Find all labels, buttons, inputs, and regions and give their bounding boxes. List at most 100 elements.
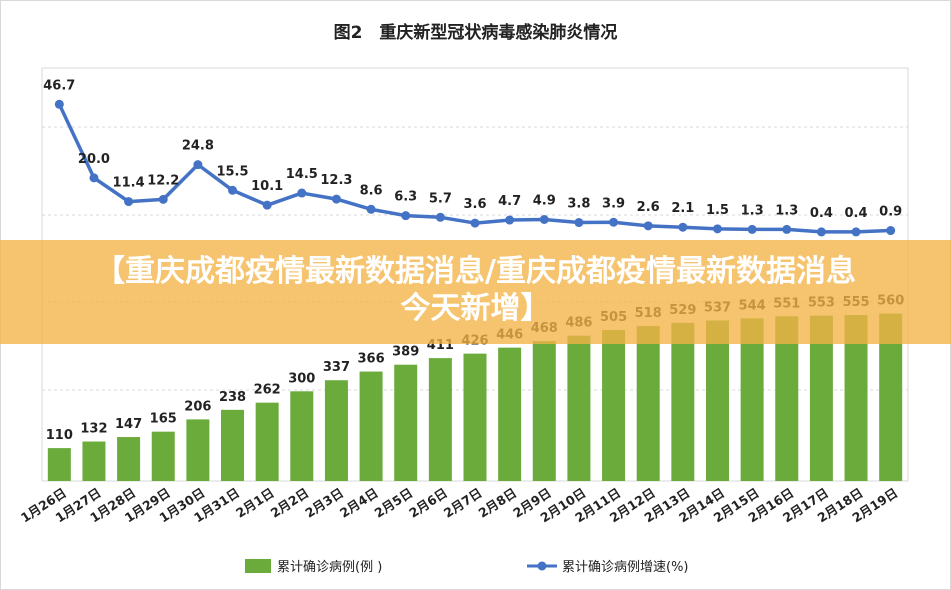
bar [117, 437, 141, 481]
bar [255, 402, 279, 481]
bar [82, 441, 106, 481]
line-point [505, 215, 515, 225]
line-label: 6.3 [394, 190, 417, 205]
overlay-banner: 【重庆成都疫情最新数据消息/重庆成都疫情最新数据消息 今天新增】 [0, 240, 951, 344]
bar [602, 330, 626, 481]
bar [879, 313, 903, 481]
bar [671, 322, 695, 481]
bar [151, 431, 175, 481]
growth-line [57, 103, 891, 234]
bar [740, 318, 764, 481]
line-point [401, 211, 411, 221]
bar-label: 132 [80, 422, 107, 437]
line-label: 1.3 [741, 203, 764, 218]
line-point [747, 224, 757, 234]
bar [809, 315, 833, 481]
line-point [539, 214, 549, 224]
line-point [782, 224, 792, 234]
bar [532, 341, 556, 481]
line-label: 14.5 [286, 167, 318, 182]
line-label: 1.5 [706, 203, 729, 218]
line-label: 0.4 [810, 206, 833, 221]
line-point [609, 217, 619, 227]
line-point [228, 185, 238, 195]
line-point [574, 218, 584, 228]
x-tick-label: 2月4日 [337, 485, 381, 521]
x-tick-label: 2月6日 [406, 485, 450, 521]
line-point [331, 194, 341, 204]
legend-bar-label: 累计确诊病例(例 ) [277, 560, 382, 575]
bar [636, 326, 660, 481]
line-label: 2.1 [671, 201, 694, 216]
line-label: 8.6 [360, 183, 383, 198]
line-point [851, 227, 861, 237]
bar [844, 315, 868, 481]
x-tick-label: 2月1日 [233, 485, 277, 521]
line-point [158, 194, 168, 204]
line-label: 12.3 [320, 173, 352, 188]
chart-title: 图2 重庆新型冠状病毒感染肺炎情况 [334, 22, 618, 43]
x-tick-label: 2月3日 [302, 485, 346, 521]
line-point [54, 99, 64, 109]
x-tick-label: 2月8日 [476, 485, 520, 521]
line-point [816, 227, 826, 237]
line-label: 3.6 [463, 197, 486, 212]
legend-line-label: 累计确诊病例增速(%) [562, 560, 689, 575]
legend-line-marker [537, 561, 547, 571]
bar-label: 337 [323, 360, 350, 375]
bar-label: 238 [219, 390, 246, 405]
x-tick-label: 2月7日 [441, 485, 485, 521]
line-label: 0.9 [879, 205, 902, 220]
bar [775, 316, 799, 481]
line-label: 3.8 [567, 197, 590, 212]
bar [394, 364, 418, 481]
line-point [886, 226, 896, 236]
line-point [89, 173, 99, 183]
x-tick-label: 2月2日 [268, 485, 312, 521]
line-label: 20.0 [78, 152, 110, 167]
bar [47, 448, 71, 481]
line-point [643, 221, 653, 231]
line-label: 2.6 [637, 200, 660, 215]
bar [324, 380, 348, 481]
line-label: 4.9 [533, 193, 556, 208]
line-point [297, 188, 307, 198]
line-point [435, 212, 445, 222]
line-label: 11.4 [113, 176, 145, 191]
line-label: 0.4 [845, 206, 868, 221]
bar [221, 409, 245, 481]
line-label: 15.5 [216, 164, 248, 179]
line-point [366, 204, 376, 214]
bar-label: 165 [150, 412, 177, 427]
line-point [124, 197, 134, 207]
bar-label: 262 [254, 383, 281, 398]
line-point [193, 160, 203, 170]
bar-label: 389 [392, 345, 419, 360]
line-point [262, 200, 272, 210]
x-tick-label: 2月5日 [372, 485, 416, 521]
line-label: 46.7 [43, 78, 75, 93]
line-label: 4.7 [498, 194, 521, 209]
line-label: 1.3 [775, 203, 798, 218]
bar [567, 335, 591, 481]
bar-label: 300 [288, 371, 315, 386]
line-label: 12.2 [147, 173, 179, 188]
bar [498, 347, 522, 481]
line-point [470, 218, 480, 228]
line-label: 10.1 [251, 179, 283, 194]
banner-line-1: 【重庆成都疫情最新数据消息/重庆成都疫情最新数据消息 [95, 254, 856, 289]
bar [290, 391, 314, 481]
bar [428, 358, 452, 481]
bar-label: 110 [46, 428, 73, 443]
line-label: 3.9 [602, 196, 625, 211]
line-point [712, 224, 722, 234]
bar-label: 366 [358, 352, 385, 367]
line-label: 24.8 [182, 139, 214, 154]
line-point [678, 222, 688, 232]
bar-label: 147 [115, 417, 142, 432]
bar-label: 206 [184, 399, 211, 414]
bar [463, 353, 487, 481]
bar [359, 371, 383, 481]
